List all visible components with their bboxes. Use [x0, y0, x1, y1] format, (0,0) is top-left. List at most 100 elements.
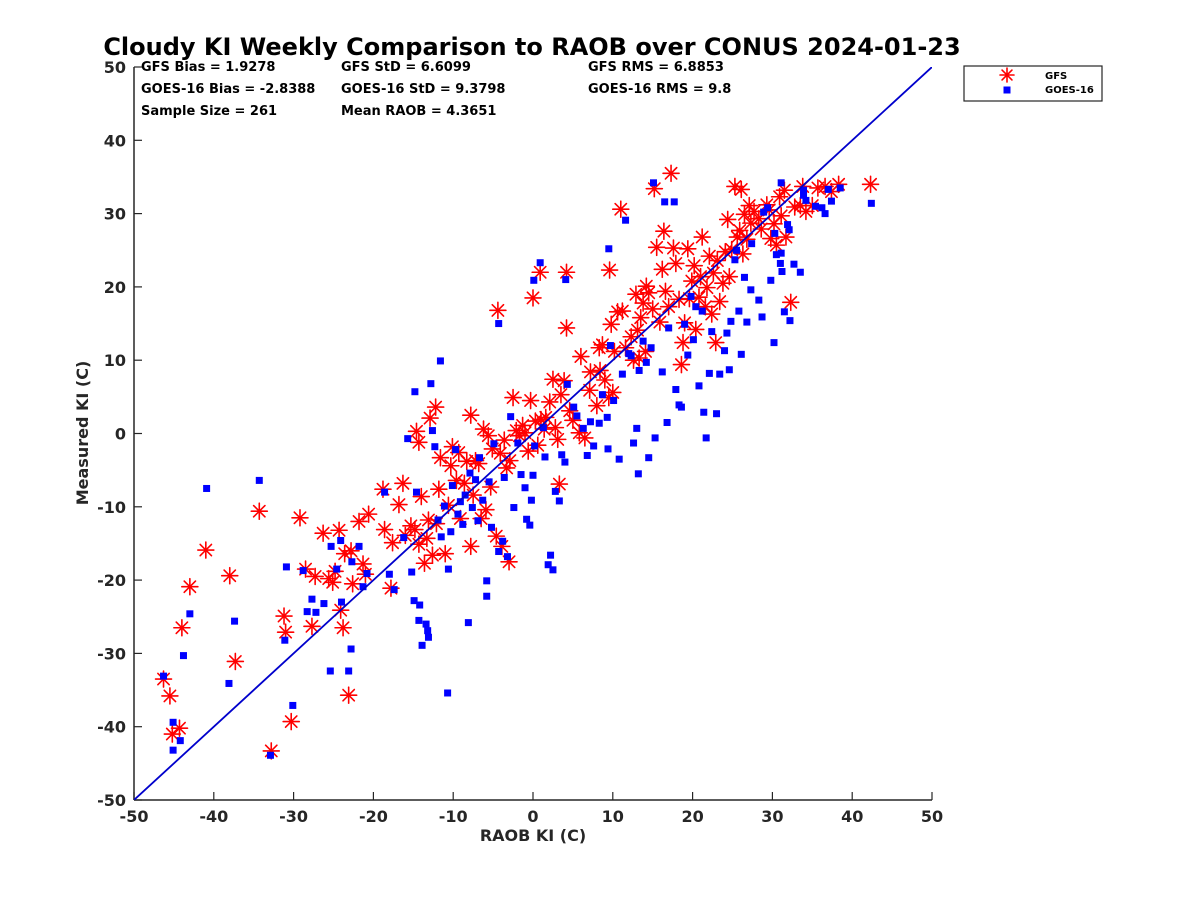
- goes-16-point: [615, 455, 623, 463]
- gfs-point: [698, 278, 716, 297]
- goes-16-point: [802, 196, 810, 204]
- goes-16-point: [780, 308, 788, 316]
- goes-16-point: [345, 667, 353, 675]
- gfs-point: [415, 554, 434, 573]
- goes-16-point: [539, 424, 547, 432]
- gfs-point: [390, 495, 408, 514]
- goes-16-point: [821, 210, 829, 218]
- stat-gfs-bias: GFS Bias = 1.9278: [141, 60, 275, 75]
- goes-16-point: [437, 533, 445, 541]
- gfs-point: [735, 205, 754, 224]
- y-tick-label: 10: [104, 351, 126, 370]
- goes-16-point: [670, 198, 678, 206]
- x-tick-label: -20: [359, 807, 388, 826]
- goes-16-point: [549, 566, 557, 574]
- goes-16-point: [777, 249, 785, 257]
- goes-16-point: [767, 276, 775, 284]
- gfs-point: [516, 423, 534, 442]
- goes-16-point: [784, 221, 792, 229]
- goes-16-point: [326, 667, 334, 675]
- gfs-point: [161, 687, 179, 705]
- goes-16-point: [573, 412, 581, 420]
- gfs-point: [275, 607, 293, 625]
- gfs-point: [706, 333, 725, 352]
- goes-16-point: [495, 548, 503, 556]
- goes-16-point: [827, 197, 835, 205]
- goes-16-point: [500, 473, 508, 481]
- goes-16-point: [282, 563, 290, 571]
- gfs-point: [667, 254, 685, 273]
- goes-16-point: [747, 286, 755, 294]
- goes-16-point: [308, 595, 316, 603]
- goes-16-point: [700, 408, 708, 416]
- y-tick-label: 50: [104, 58, 126, 77]
- gfs-point: [521, 391, 540, 410]
- goes-16-point: [531, 442, 539, 450]
- gfs-point: [491, 444, 510, 463]
- goes-16-point: [355, 542, 363, 550]
- goes-16-point: [737, 350, 745, 358]
- goes-16-point: [770, 339, 778, 347]
- goes-16-point: [731, 256, 739, 264]
- gfs-point: [600, 261, 619, 279]
- gfs-point: [197, 541, 215, 559]
- gfs-point: [426, 398, 445, 416]
- goes-16-point: [303, 608, 311, 616]
- goes-16-point: [595, 419, 603, 427]
- gfs-point: [418, 529, 436, 548]
- goes-16-point: [347, 645, 355, 653]
- goes-16-point: [708, 328, 716, 336]
- chart-title: Cloudy KI Weekly Comparison to RAOB over…: [103, 33, 960, 61]
- goes-16-point: [663, 419, 671, 427]
- gfs-point: [495, 431, 514, 449]
- goes-16-point: [499, 537, 507, 545]
- stat-mean-raob: Mean RAOB = 4.3651: [341, 104, 496, 119]
- goes-16-point: [579, 424, 587, 432]
- goes-16-point: [479, 496, 487, 504]
- goes-16-point: [456, 498, 464, 506]
- goes-16-point: [427, 380, 435, 388]
- goes-16-point: [454, 510, 462, 518]
- gfs-point: [732, 180, 751, 199]
- gfs-point: [436, 544, 455, 563]
- stat-gfs-std: GFS StD = 6.6099: [341, 60, 471, 75]
- gfs-point: [250, 502, 269, 520]
- goes-16-point: [412, 488, 420, 496]
- goes-16-point: [337, 598, 345, 606]
- gfs-point: [548, 430, 567, 449]
- gfs-point: [659, 297, 678, 316]
- gfs-point: [330, 521, 348, 540]
- goes-16-point: [649, 179, 657, 187]
- gfs-point: [469, 454, 488, 473]
- gfs-point: [576, 429, 594, 447]
- goes-16-point: [586, 418, 594, 426]
- goes-16-point: [476, 454, 484, 462]
- goes-16-point: [627, 352, 635, 360]
- goes-16-point: [333, 565, 341, 573]
- goes-16-point: [418, 641, 426, 649]
- goes-16-point: [684, 351, 692, 359]
- gfs-point: [674, 333, 692, 352]
- gfs-point: [343, 574, 362, 593]
- gfs-point: [611, 200, 630, 219]
- gfs-point: [335, 544, 354, 563]
- legend: GFS GOES-16: [963, 65, 1103, 102]
- gfs-point: [461, 537, 480, 556]
- goes-16-point: [698, 307, 706, 315]
- goes-16-point: [472, 476, 480, 484]
- stat-goes-bias: GOES-16 Bias = -2.8388: [141, 82, 315, 97]
- gfs-point: [662, 164, 680, 183]
- gfs-point: [334, 618, 352, 637]
- goes-16-point: [203, 484, 211, 492]
- goes-16-point: [570, 403, 578, 411]
- x-tick-label: -10: [439, 807, 468, 826]
- gfs-point: [461, 406, 480, 424]
- goes-16-point: [459, 520, 467, 528]
- gfs-point: [303, 617, 321, 636]
- goes-16-point: [400, 534, 408, 542]
- goes-16-point: [514, 439, 522, 447]
- goes-16-point: [635, 366, 643, 374]
- gfs-point: [588, 396, 606, 415]
- goes-16-point: [169, 718, 177, 726]
